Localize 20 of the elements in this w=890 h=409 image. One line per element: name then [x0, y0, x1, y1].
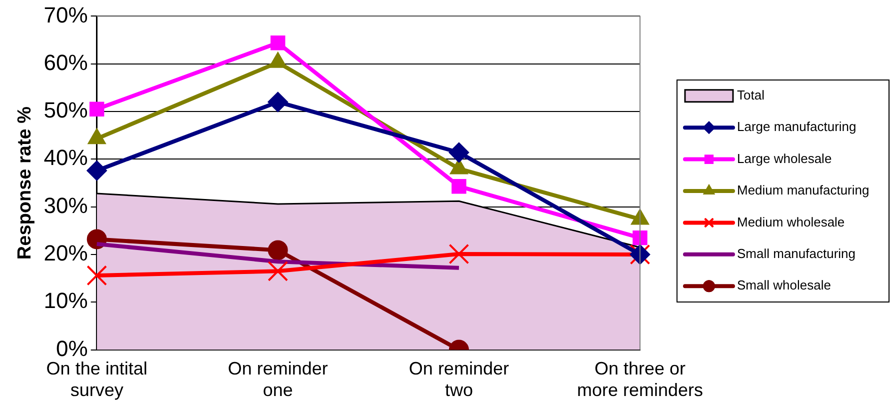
- legend-label: Medium manufacturing: [737, 182, 870, 198]
- y-tick-label: 20%: [44, 240, 88, 266]
- x-tick-label: On three or more reminders: [576, 358, 704, 400]
- legend-label: Medium wholesale: [737, 214, 845, 230]
- x-tick-label: On reminder two: [408, 358, 509, 400]
- y-tick-label: 30%: [44, 192, 88, 218]
- legend-label: Large manufacturing: [737, 119, 856, 134]
- y-axis-title: Response rate %: [14, 106, 36, 260]
- legend-label: Total: [737, 87, 765, 102]
- y-tick-label: 50%: [44, 98, 88, 123]
- legend-label: Small wholesale: [737, 278, 831, 293]
- y-tick-label: 40%: [44, 145, 88, 170]
- y-tick-label: 60%: [44, 50, 88, 75]
- legend-label: Small manufacturing: [737, 246, 856, 262]
- legend-label: Large wholesale: [737, 150, 832, 166]
- y-tick-label: 0%: [56, 336, 88, 361]
- y-tick-label: 70%: [44, 2, 88, 28]
- y-tick-label: 10%: [44, 288, 88, 314]
- x-tick-label: On reminder one: [228, 358, 328, 400]
- x-tick-label: On the intital survey: [46, 358, 148, 400]
